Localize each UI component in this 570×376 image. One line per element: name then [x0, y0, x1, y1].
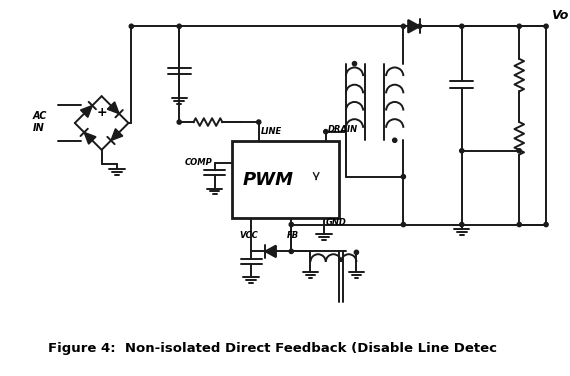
Text: FB: FB	[287, 231, 299, 240]
Circle shape	[517, 149, 522, 153]
Text: LINE: LINE	[260, 127, 282, 136]
Circle shape	[289, 249, 294, 253]
Polygon shape	[408, 20, 420, 33]
Circle shape	[177, 120, 181, 124]
Polygon shape	[111, 129, 123, 141]
Circle shape	[324, 130, 328, 134]
Text: VCC: VCC	[240, 231, 259, 240]
Circle shape	[418, 24, 422, 28]
Circle shape	[401, 174, 405, 179]
FancyBboxPatch shape	[232, 141, 339, 218]
Circle shape	[459, 149, 464, 153]
Text: +: +	[96, 106, 107, 119]
Text: GND: GND	[326, 218, 347, 227]
Text: COMP: COMP	[185, 158, 213, 167]
Circle shape	[256, 120, 261, 124]
Polygon shape	[107, 102, 119, 114]
Circle shape	[355, 250, 359, 255]
Circle shape	[517, 24, 522, 28]
Circle shape	[129, 24, 133, 28]
Circle shape	[401, 223, 405, 227]
Polygon shape	[80, 106, 92, 117]
Circle shape	[289, 223, 294, 227]
Circle shape	[459, 223, 464, 227]
Text: Vo: Vo	[551, 9, 568, 23]
Circle shape	[544, 223, 548, 227]
Text: DRAIN: DRAIN	[328, 124, 358, 133]
Circle shape	[517, 223, 522, 227]
Polygon shape	[84, 132, 96, 144]
Circle shape	[544, 24, 548, 28]
Circle shape	[352, 62, 357, 66]
Text: AC
IN: AC IN	[32, 111, 47, 133]
Circle shape	[393, 138, 397, 143]
Circle shape	[401, 24, 405, 28]
Text: PWM: PWM	[243, 171, 294, 188]
Text: Figure 4:  Non-isolated Direct Feedback (Disable Line Detec: Figure 4: Non-isolated Direct Feedback (…	[48, 342, 497, 355]
Circle shape	[177, 24, 181, 28]
Circle shape	[459, 24, 464, 28]
Polygon shape	[266, 246, 276, 257]
